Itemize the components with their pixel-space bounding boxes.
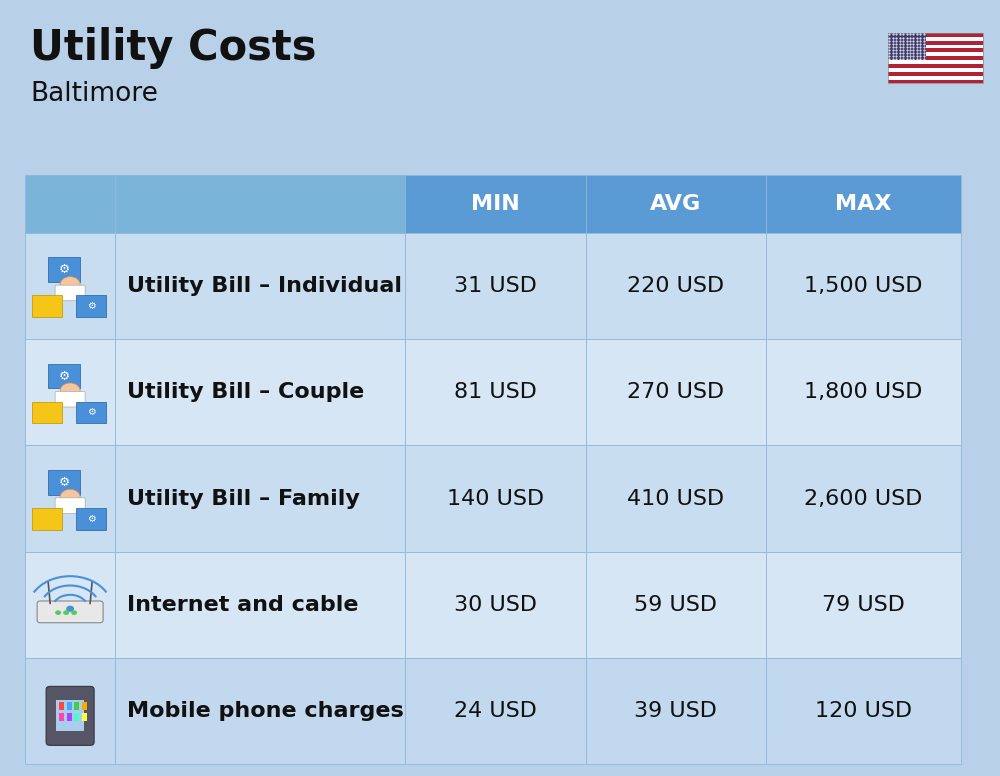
Circle shape (60, 383, 80, 399)
Bar (56, 700, 84, 731)
Text: MAX: MAX (835, 194, 892, 213)
Text: 30 USD: 30 USD (454, 595, 537, 615)
Bar (888, 61, 983, 64)
Text: Internet and cable: Internet and cable (127, 595, 359, 615)
Bar (115, 175, 405, 233)
Text: 81 USD: 81 USD (454, 383, 537, 402)
Bar (888, 48, 983, 52)
Bar (76, 401, 106, 423)
Text: MIN: MIN (471, 194, 520, 213)
Bar (76, 295, 106, 317)
Text: 1,500 USD: 1,500 USD (804, 276, 923, 296)
Text: 120 USD: 120 USD (815, 702, 912, 721)
Text: 270 USD: 270 USD (627, 383, 724, 402)
Bar (405, 175, 586, 233)
Bar (48, 469, 80, 495)
Bar (888, 56, 983, 60)
Bar (25, 339, 115, 445)
Bar (888, 64, 983, 68)
Text: 220 USD: 220 USD (627, 276, 724, 296)
Circle shape (63, 610, 69, 615)
Text: ⚙: ⚙ (87, 407, 96, 417)
Bar (48, 363, 80, 388)
Bar (888, 33, 983, 83)
Text: 59 USD: 59 USD (634, 595, 717, 615)
Bar (888, 44, 983, 48)
FancyBboxPatch shape (55, 391, 85, 407)
FancyBboxPatch shape (46, 686, 94, 745)
Bar (74, 712, 79, 720)
FancyBboxPatch shape (55, 285, 85, 300)
Bar (59, 702, 64, 709)
Bar (48, 257, 80, 282)
FancyBboxPatch shape (37, 601, 103, 622)
Text: ⚙: ⚙ (58, 263, 70, 276)
Text: 39 USD: 39 USD (634, 702, 717, 721)
Bar (888, 36, 983, 40)
Text: ⚙: ⚙ (87, 301, 96, 311)
Bar (32, 508, 62, 529)
Bar (25, 233, 115, 339)
Text: ⚙: ⚙ (87, 514, 96, 524)
Bar (82, 712, 87, 720)
Text: 2,600 USD: 2,600 USD (804, 489, 923, 508)
Bar (766, 175, 961, 233)
Circle shape (66, 605, 74, 611)
Bar (67, 712, 72, 720)
Bar (32, 295, 62, 317)
Text: Baltimore: Baltimore (30, 81, 158, 108)
Bar (888, 33, 983, 36)
Text: ⚙: ⚙ (58, 476, 70, 489)
Text: 410 USD: 410 USD (627, 489, 724, 508)
Bar (25, 552, 115, 658)
Bar (32, 401, 62, 423)
FancyBboxPatch shape (55, 498, 85, 514)
Text: Utility Bill – Individual: Utility Bill – Individual (127, 276, 402, 296)
Circle shape (55, 610, 61, 615)
Bar (25, 175, 115, 233)
Bar (82, 702, 87, 709)
Text: 1,800 USD: 1,800 USD (804, 383, 923, 402)
Bar (59, 712, 64, 720)
Bar (888, 68, 983, 72)
Bar (76, 508, 106, 529)
Text: Mobile phone charges: Mobile phone charges (127, 702, 404, 721)
Bar (888, 76, 983, 79)
Bar (25, 445, 115, 552)
Bar (888, 52, 983, 56)
Text: ⚙: ⚙ (58, 369, 70, 383)
Text: 24 USD: 24 USD (454, 702, 537, 721)
Circle shape (60, 276, 80, 292)
Text: 79 USD: 79 USD (822, 595, 905, 615)
Text: Utility Costs: Utility Costs (30, 27, 316, 69)
Bar (888, 79, 983, 83)
Text: Utility Bill – Family: Utility Bill – Family (127, 489, 360, 508)
Text: Utility Bill – Couple: Utility Bill – Couple (127, 383, 364, 402)
Text: AVG: AVG (650, 194, 701, 213)
Bar (67, 702, 72, 709)
Circle shape (71, 610, 77, 615)
Bar (586, 175, 766, 233)
Text: 31 USD: 31 USD (454, 276, 537, 296)
Text: 140 USD: 140 USD (447, 489, 544, 508)
Bar (25, 658, 115, 764)
Bar (888, 33, 926, 61)
Bar (888, 72, 983, 76)
Circle shape (60, 489, 80, 504)
Bar (888, 40, 983, 44)
Bar (74, 702, 79, 709)
